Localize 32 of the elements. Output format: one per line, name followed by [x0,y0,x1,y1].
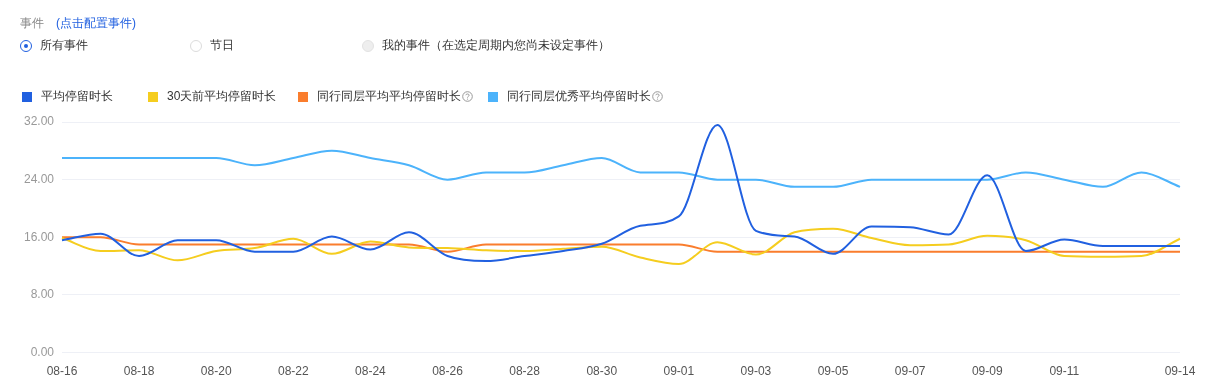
x-tick-label: 08-16 [46,364,78,379]
x-tick-label: 08-30 [586,364,618,379]
legend-label: 同行同层平均平均停留时长 [317,88,461,105]
y-tick-label: 16.00 [23,229,55,244]
x-tick-label: 08-22 [277,364,309,379]
text: 事件 [20,16,44,30]
legend-label: 30天前平均停留时长 [167,88,277,105]
line-series [61,123,1181,263]
x-tick-label: 08-20 [200,364,232,379]
text: 我的事件（在选定周期内您尚未设定事件） [382,37,610,54]
x-tick-label: 09-05 [817,364,849,379]
x-tick-label: 09-14 [1164,364,1196,379]
y-tick-label: 8.00 [30,287,55,302]
text: 所有事件 [40,37,88,54]
text: (点击配置事件) [56,16,136,30]
x-tick-label: 09-03 [740,364,772,379]
x-tick-label: 08-18 [123,364,155,379]
line-series [61,227,1181,265]
y-tick-label: 32.00 [23,114,55,129]
y-tick-label: 24.00 [23,171,55,186]
legend-label: 平均停留时长 [41,88,113,105]
line-series [61,149,1181,188]
x-tick-label: 08-26 [432,364,464,379]
x-tick-label: 09-11 [1049,364,1080,379]
y-tick-label: 0.00 [30,344,55,359]
x-tick-label: 09-07 [894,364,926,379]
x-tick-label: 08-28 [509,364,541,379]
x-tick-label: 09-09 [971,364,1003,379]
text: 节日 [210,37,234,54]
x-tick-label: 09-01 [663,364,695,379]
x-tick-label: 08-24 [355,364,387,379]
legend-label: 同行同层优秀平均停留时长 [507,88,651,105]
